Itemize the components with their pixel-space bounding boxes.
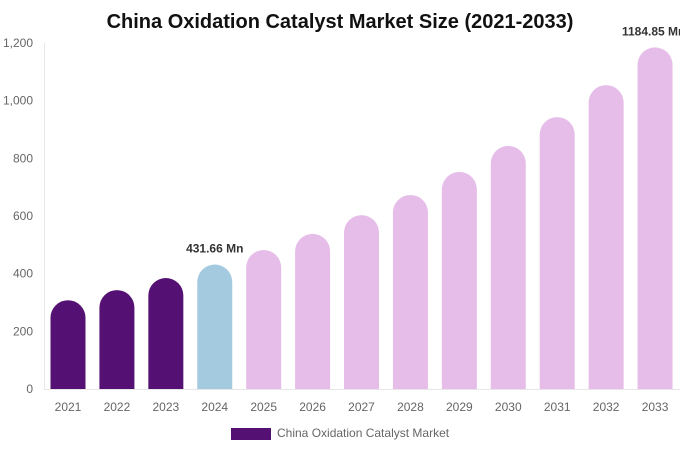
y-tick-label: 600: [13, 209, 33, 223]
x-tick-label: 2028: [397, 400, 424, 414]
x-tick-label: 2030: [495, 400, 522, 414]
x-tick-label: 2029: [446, 400, 473, 414]
x-tick-label: 2026: [299, 400, 326, 414]
legend-label[interactable]: China Oxidation Catalyst Market: [277, 426, 450, 440]
y-tick-label: 400: [13, 267, 33, 281]
y-tick-label: 1,200: [3, 36, 33, 50]
bar-2025[interactable]: [246, 250, 282, 389]
bar-2028[interactable]: [392, 194, 428, 389]
chart-title: China Oxidation Catalyst Market Size (20…: [107, 11, 574, 33]
x-tick-label: 2031: [544, 400, 571, 414]
x-tick-label: 2033: [642, 400, 669, 414]
x-tick-label: 2032: [593, 400, 620, 414]
x-tick-label: 2023: [152, 400, 179, 414]
bar-2033[interactable]: [637, 47, 673, 389]
bar-2023[interactable]: [148, 277, 184, 389]
y-tick-label: 0: [26, 382, 33, 396]
bar-2032[interactable]: [588, 85, 624, 389]
bar-2022[interactable]: [99, 290, 135, 389]
bar-2024[interactable]: [197, 264, 233, 389]
y-tick-label: 1,000: [3, 94, 33, 108]
bar-2027[interactable]: [344, 215, 380, 389]
x-tick-label: 2027: [348, 400, 375, 414]
bar-2021[interactable]: [50, 300, 86, 389]
data-label: 1184.85 Mn: [622, 24, 680, 38]
y-tick-label: 800: [13, 151, 33, 165]
x-tick-label: 2021: [55, 400, 82, 414]
x-tick-label: 2024: [201, 400, 228, 414]
y-tick-label: 200: [13, 324, 33, 338]
x-tick-label: 2025: [250, 400, 277, 414]
data-label: 431.66 Mn: [186, 242, 243, 256]
bar-2030[interactable]: [490, 145, 526, 389]
x-tick-label: 2022: [104, 400, 131, 414]
bar-2029[interactable]: [441, 171, 477, 389]
bar-2026[interactable]: [295, 233, 331, 389]
bar-2031[interactable]: [539, 117, 575, 389]
legend-swatch[interactable]: [231, 428, 271, 440]
